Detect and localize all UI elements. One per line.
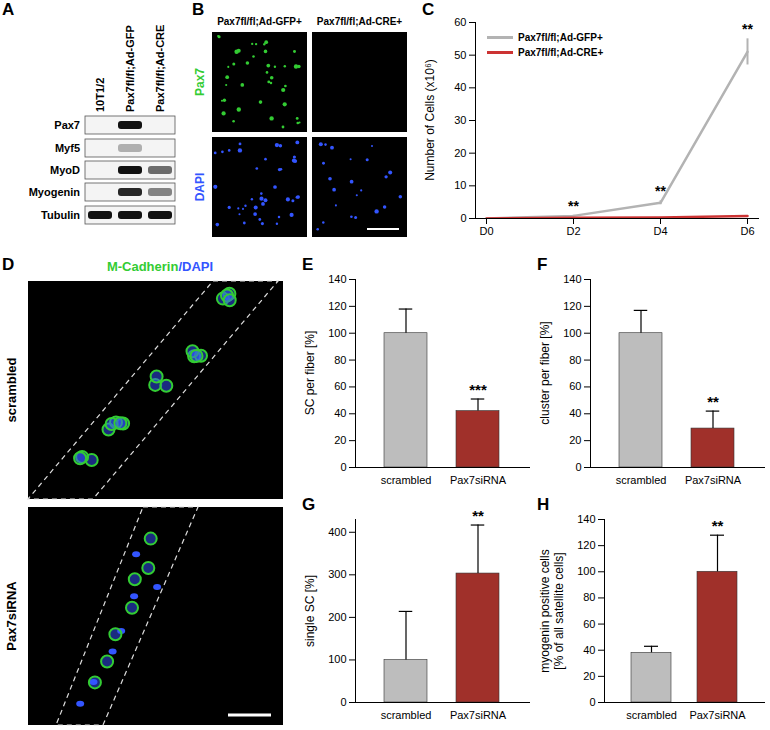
svg-text:140: 140: [563, 273, 581, 285]
svg-text:Pax7fl/fl;Ad-CRE: Pax7fl/fl;Ad-CRE: [154, 25, 166, 112]
svg-text:D0: D0: [479, 225, 493, 237]
svg-text:100: 100: [328, 653, 346, 665]
svg-text:**: **: [712, 517, 724, 534]
html-text:[% of all satellite cells]: [% of all satellite cells]: [552, 551, 566, 670]
svg-text:200: 200: [328, 611, 346, 623]
svg-text:D2: D2: [566, 225, 580, 237]
svg-text:**: **: [742, 21, 753, 37]
svg-text:D4: D4: [653, 225, 667, 237]
svg-text:80: 80: [569, 354, 581, 366]
svg-text:400: 400: [328, 526, 346, 538]
html-text:Pax7fl/fl;Ad-GFP+: Pax7fl/fl;Ad-GFP+: [518, 32, 603, 43]
svg-text:30: 30: [454, 114, 466, 126]
svg-text:60: 60: [569, 380, 581, 392]
svg-text:**: **: [472, 507, 484, 524]
svg-text:Myogenin: Myogenin: [29, 186, 81, 198]
svg-text:100: 100: [563, 327, 581, 339]
svg-text:0: 0: [575, 461, 581, 473]
svg-text:0: 0: [460, 212, 466, 224]
html-text:M-Cadherin /DAPI: M-Cadherin /DAPI: [106, 259, 214, 274]
html-text:G: G: [302, 495, 316, 514]
html-text:SC per fiber [%]: SC per fiber [%]: [303, 330, 317, 416]
svg-text:60: 60: [334, 380, 346, 392]
svg-text:20: 20: [569, 434, 581, 446]
svg-text:scrambled: scrambled: [381, 709, 432, 721]
svg-text:140: 140: [577, 513, 595, 525]
svg-text:scrambled: scrambled: [626, 709, 677, 721]
svg-text:20: 20: [334, 434, 346, 446]
html-text:Number of Cells (x10⁶): Number of Cells (x10⁶): [423, 59, 437, 181]
svg-text:20: 20: [583, 670, 595, 682]
svg-text:60: 60: [454, 16, 466, 28]
svg-text:0: 0: [340, 461, 346, 473]
svg-text:Pax7siRNA: Pax7siRNA: [685, 474, 742, 486]
svg-text:D6: D6: [740, 225, 754, 237]
svg-text:60: 60: [583, 618, 595, 630]
svg-text:Pax7fl/fl;Ad-GFP+: Pax7fl/fl;Ad-GFP+: [217, 16, 302, 27]
svg-text:**: **: [707, 393, 719, 410]
svg-text:120: 120: [577, 539, 595, 551]
html-text:C: C: [422, 0, 435, 19]
svg-text:Myf5: Myf5: [55, 142, 80, 154]
svg-text:DAPI: DAPI: [193, 173, 207, 202]
svg-text:120: 120: [328, 300, 346, 312]
svg-text:40: 40: [583, 644, 595, 656]
html-text:cluster per fiber [%]: cluster per fiber [%]: [538, 321, 552, 425]
svg-text:140: 140: [328, 273, 346, 285]
svg-text:scrambled: scrambled: [616, 474, 667, 486]
svg-text:120: 120: [563, 300, 581, 312]
html-text:myogenin positive cells: myogenin positive cells: [538, 548, 552, 673]
html-text:Pax7fl/fl;Ad-CRE+: Pax7fl/fl;Ad-CRE+: [518, 47, 604, 58]
svg-text:Pax7siRNA: Pax7siRNA: [4, 581, 19, 651]
svg-text:10: 10: [454, 179, 466, 191]
html-text:D: D: [2, 255, 15, 274]
svg-text:Tubulin: Tubulin: [41, 209, 80, 221]
svg-text:scrambled: scrambled: [381, 474, 432, 486]
svg-text:Pax7siRNA: Pax7siRNA: [450, 474, 507, 486]
svg-text:80: 80: [583, 591, 595, 603]
html-text:A: A: [2, 0, 15, 19]
svg-text:80: 80: [334, 354, 346, 366]
svg-text:100: 100: [577, 565, 595, 577]
svg-text:10T1/2: 10T1/2: [94, 78, 106, 112]
html-text:H: H: [537, 495, 550, 514]
svg-text:Pax7fl/fl;Ad-GFP: Pax7fl/fl;Ad-GFP: [124, 25, 136, 112]
svg-text:MyoD: MyoD: [50, 164, 80, 176]
svg-text:100: 100: [328, 327, 346, 339]
svg-text:**: **: [655, 183, 666, 199]
svg-text:40: 40: [334, 407, 346, 419]
svg-text:40: 40: [454, 81, 466, 93]
html-text:single SC [%]: single SC [%]: [303, 574, 317, 647]
svg-text:20: 20: [454, 147, 466, 159]
svg-text:Pax7: Pax7: [193, 68, 207, 96]
html-text:F: F: [537, 255, 548, 274]
svg-text:***: ***: [469, 381, 487, 398]
svg-text:40: 40: [569, 407, 581, 419]
svg-text:**: **: [568, 198, 579, 214]
html-text:E: E: [302, 255, 314, 274]
svg-text:Pax7fl/fl;Ad-CRE+: Pax7fl/fl;Ad-CRE+: [317, 16, 402, 27]
html-text:B: B: [192, 0, 205, 19]
svg-text:0: 0: [589, 696, 595, 708]
svg-text:scrambled: scrambled: [4, 357, 19, 422]
svg-text:Pax7siRNA: Pax7siRNA: [689, 709, 746, 721]
svg-text:50: 50: [454, 49, 466, 61]
svg-text:Pax7: Pax7: [54, 119, 80, 131]
svg-text:Pax7siRNA: Pax7siRNA: [450, 709, 507, 721]
svg-text:0: 0: [340, 696, 346, 708]
svg-text:300: 300: [328, 568, 346, 580]
